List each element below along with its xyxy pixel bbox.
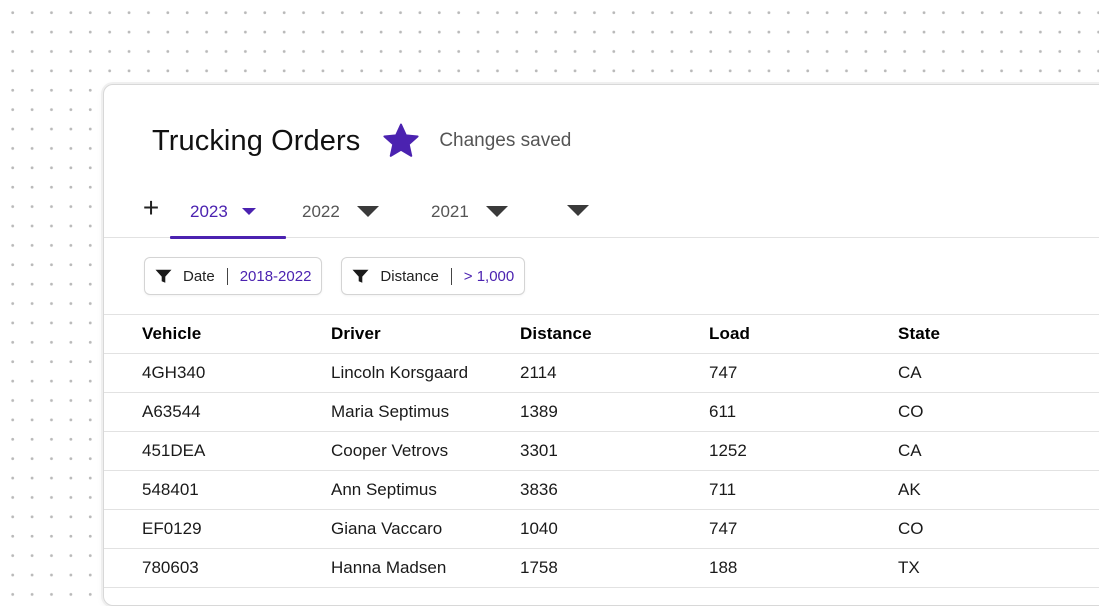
table-row[interactable]: 780603 Hanna Madsen 1758 188 TX [104, 549, 1099, 588]
state-cell: CO [898, 402, 924, 421]
state-cell: AK [898, 480, 921, 499]
load-cell: 711 [709, 480, 737, 499]
distance-cell: 1040 [520, 519, 558, 538]
driver-cell: Lincoln Korsgaard [331, 363, 469, 382]
load-cell: 1252 [709, 441, 747, 460]
filter-divider [450, 267, 452, 285]
tab-label: 2022 [302, 202, 340, 221]
driver-cell: Ann Septimus [331, 480, 437, 499]
save-status: Changes saved [439, 130, 572, 151]
page-title: Trucking Orders [152, 124, 361, 157]
filter-label: Distance [380, 267, 439, 285]
year-tabs: + 2023 2022 2021 [104, 185, 1099, 239]
distance-cell: 2114 [520, 363, 557, 382]
filter-divider [226, 267, 228, 285]
column-header-load[interactable]: Load [709, 324, 751, 343]
chevron-down-icon[interactable] [241, 207, 256, 215]
table-row[interactable]: 451DEA Cooper Vetrovs 3301 1252 CA [104, 432, 1099, 471]
orders-table: Vehicle Driver Distance Load State 4GH34… [104, 314, 1099, 588]
tab-2023[interactable]: 2023 [170, 185, 286, 239]
table-header-row: Vehicle Driver Distance Load State [104, 315, 1099, 354]
vehicle-cell: EF0129 [142, 519, 202, 538]
state-cell: CA [898, 363, 922, 382]
table-row[interactable]: 548401 Ann Septimus 3836 711 AK [104, 471, 1099, 510]
driver-cell: Cooper Vetrovs [331, 441, 449, 460]
star-icon[interactable] [382, 122, 420, 160]
add-tab-button[interactable]: + [142, 192, 160, 223]
vehicle-cell: 4GH340 [142, 363, 206, 382]
column-header-state[interactable]: State [898, 324, 941, 343]
state-cell: CA [898, 441, 922, 460]
tab-2021[interactable]: 2021 [431, 185, 508, 237]
driver-cell: Hanna Madsen [331, 558, 447, 577]
orders-card: Trucking Orders Changes saved + 2023 202… [103, 84, 1099, 606]
filter-chip-distance[interactable]: Distance > 1,000 [341, 257, 526, 295]
tab-label: 2021 [431, 202, 469, 221]
state-cell: CO [898, 519, 924, 538]
column-header-vehicle[interactable]: Vehicle [142, 324, 202, 343]
load-cell: 747 [709, 519, 738, 538]
distance-cell: 1389 [520, 402, 558, 421]
funnel-icon [155, 269, 172, 283]
vehicle-cell: 548401 [142, 480, 199, 499]
tab-label: 2023 [190, 202, 228, 221]
state-cell: TX [898, 558, 920, 577]
filter-chip-date[interactable]: Date 2018-2022 [144, 257, 323, 295]
load-cell: 188 [709, 558, 738, 577]
distance-cell: 1758 [520, 558, 558, 577]
distance-cell: 3301 [520, 441, 558, 460]
driver-cell: Maria Septimus [331, 402, 450, 421]
chevron-down-icon[interactable] [485, 205, 508, 217]
chevron-down-icon[interactable] [356, 205, 379, 217]
table-row[interactable]: A63544 Maria Septimus 1389 611 CO [104, 393, 1099, 432]
tab-2022[interactable]: 2022 [302, 185, 379, 237]
driver-cell: Giana Vaccaro [331, 519, 443, 538]
filter-bar: Date 2018-2022 Distance > 1,000 [144, 257, 544, 295]
filter-value: 2018-2022 [239, 267, 312, 285]
vehicle-cell: A63544 [142, 402, 201, 421]
load-cell: 747 [709, 363, 738, 382]
page-header: Trucking Orders Changes saved [152, 121, 571, 161]
distance-cell: 3836 [520, 480, 558, 499]
vehicle-cell: 451DEA [142, 441, 206, 460]
funnel-icon [352, 269, 369, 283]
column-header-distance[interactable]: Distance [520, 324, 592, 343]
column-header-driver[interactable]: Driver [331, 324, 381, 343]
load-cell: 611 [709, 402, 737, 421]
vehicle-cell: 780603 [142, 558, 199, 577]
filter-label: Date [183, 267, 215, 285]
table-row[interactable]: EF0129 Giana Vaccaro 1040 747 CO [104, 510, 1099, 549]
chevron-down-icon[interactable] [567, 205, 589, 216]
filter-value: > 1,000 [463, 267, 515, 285]
table-row[interactable]: 4GH340 Lincoln Korsgaard 2114 747 CA [104, 354, 1099, 393]
